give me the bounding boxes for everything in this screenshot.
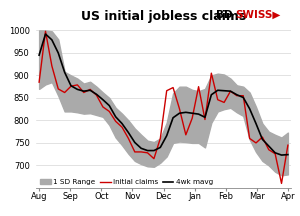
Text: BD: BD bbox=[216, 10, 232, 20]
Text: SWISS▶: SWISS▶ bbox=[236, 10, 281, 20]
Legend: 1 SD Range, Initial claims, 4wk mavg: 1 SD Range, Initial claims, 4wk mavg bbox=[40, 178, 214, 186]
Title: US initial jobless claims: US initial jobless claims bbox=[81, 10, 246, 23]
